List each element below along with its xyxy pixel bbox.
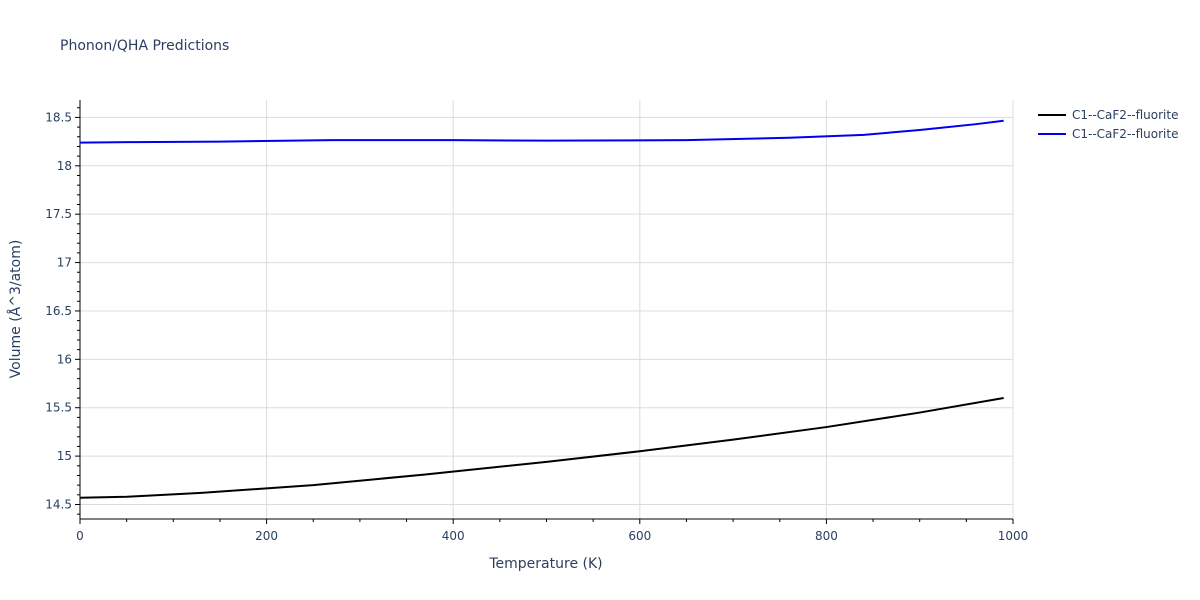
x-tick-label: 600 [628,529,651,543]
y-tick-label: 18 [57,159,72,173]
x-tick-label: 200 [255,529,278,543]
x-tick-label: 800 [815,529,838,543]
plot-lines [79,119,1004,499]
chart-title: Phonon/QHA Predictions [60,38,229,54]
y-tick-label: 14.5 [45,497,72,511]
legend-label[interactable]: C1--CaF2--fluorite [1072,127,1178,141]
x-tick-label: 0 [76,529,84,543]
x-axis-title: Temperature (K) [488,556,602,572]
tick-labels: 14.5 15 15.5 16 16.5 17 17.5 18 18.5 0 200 400 600 80… [45,110,1028,543]
y-tick-label: 17.5 [45,207,72,221]
series-line-2 [79,119,1004,144]
y-tick-label: 17 [57,256,72,270]
legend[interactable]: C1--CaF2--fluorite C1--CaF2--fluorite [1038,108,1178,141]
grid [80,100,1014,519]
y-tick-label: 15.5 [45,401,72,415]
series-line-1 [79,397,1004,499]
y-axis-title: Volume (Å^3/atom) [7,240,24,379]
y-tick-label: 18.5 [45,110,72,124]
x-tick-label: 400 [442,529,465,543]
x-tick-label: 1000 [998,529,1029,543]
legend-label[interactable]: C1--CaF2--fluorite [1072,108,1178,122]
axes [75,100,1014,524]
y-tick-label: 16 [57,352,72,366]
y-tick-label: 15 [57,449,72,463]
y-tick-label: 16.5 [45,304,72,318]
